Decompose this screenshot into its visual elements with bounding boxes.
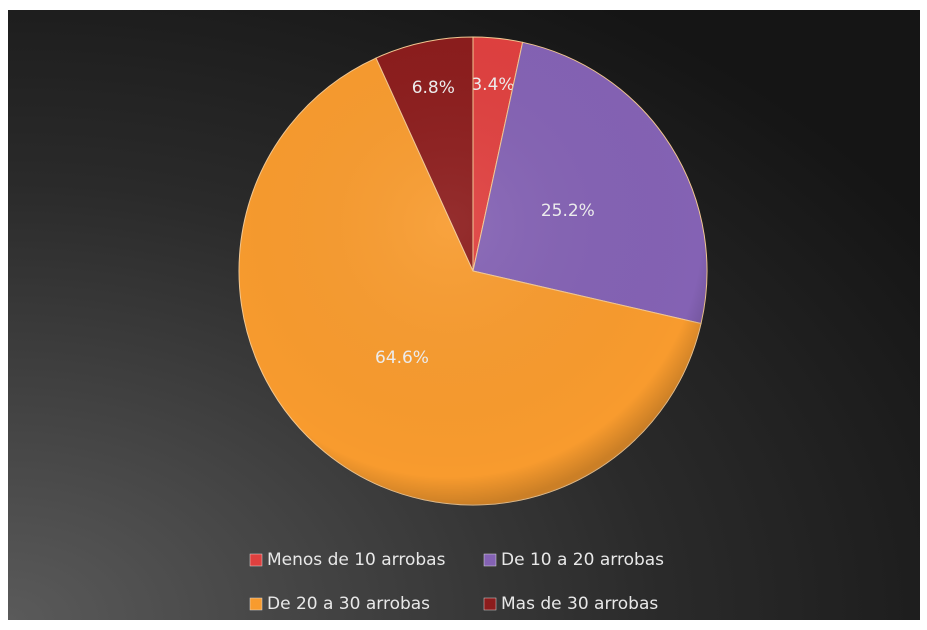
legend-swatch — [483, 597, 497, 611]
legend-label: Mas de 30 arrobas — [501, 594, 658, 614]
legend-label: De 10 a 20 arrobas — [501, 550, 664, 570]
legend-swatch — [483, 553, 497, 567]
legend-label: De 20 a 30 arrobas — [267, 594, 430, 614]
data-label: 3.4% — [471, 75, 514, 95]
pie: 3.4% 25.2% 64.6% 6.8% — [238, 36, 708, 506]
legend: Menos de 10 arrobas De 10 a 20 arrobas De … — [249, 550, 664, 614]
data-label: 6.8% — [412, 78, 455, 98]
legend-swatch — [249, 597, 263, 611]
legend-label: Menos de 10 arrobas — [267, 550, 446, 570]
data-label: 25.2% — [541, 201, 595, 221]
data-label: 64.6% — [375, 348, 429, 368]
legend-swatch — [249, 553, 263, 567]
